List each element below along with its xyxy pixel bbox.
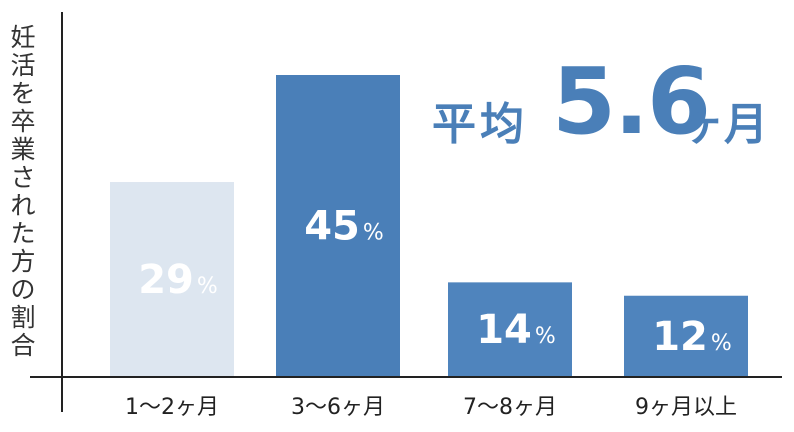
bar-3 (448, 282, 572, 376)
x-tick-label-4: 9ヶ月以上 (635, 395, 737, 420)
x-tick-labels: 1〜2ヶ月 3〜6ヶ月 7〜8ヶ月 9ヶ月以上 (125, 395, 737, 420)
bar-value-label-3: 14% (476, 307, 556, 353)
average-unit: ヶ月 (680, 99, 768, 150)
bar-1 (110, 182, 234, 376)
bars-group: 29 % 45 % 14% 12% (110, 75, 748, 376)
x-tick-label-2: 3〜6ヶ月 (291, 395, 385, 420)
x-tick-label-1: 1〜2ヶ月 (125, 395, 219, 420)
average-annotation: 平均 5.6 ヶ月 (432, 48, 772, 155)
bar-value-label-1: 29% (138, 257, 218, 303)
average-value: 5.6 (552, 48, 711, 155)
bar-4 (624, 295, 748, 376)
bar-2 (276, 75, 400, 376)
bar-value-label-2: 45% (304, 204, 384, 250)
x-tick-label-3: 7〜8ヶ月 (463, 395, 557, 420)
y-axis-label: 妊活を卒業された方の割合 (10, 23, 36, 360)
average-prefix: 平均 (432, 99, 528, 150)
bar-value-label-4: 12% (652, 314, 732, 360)
